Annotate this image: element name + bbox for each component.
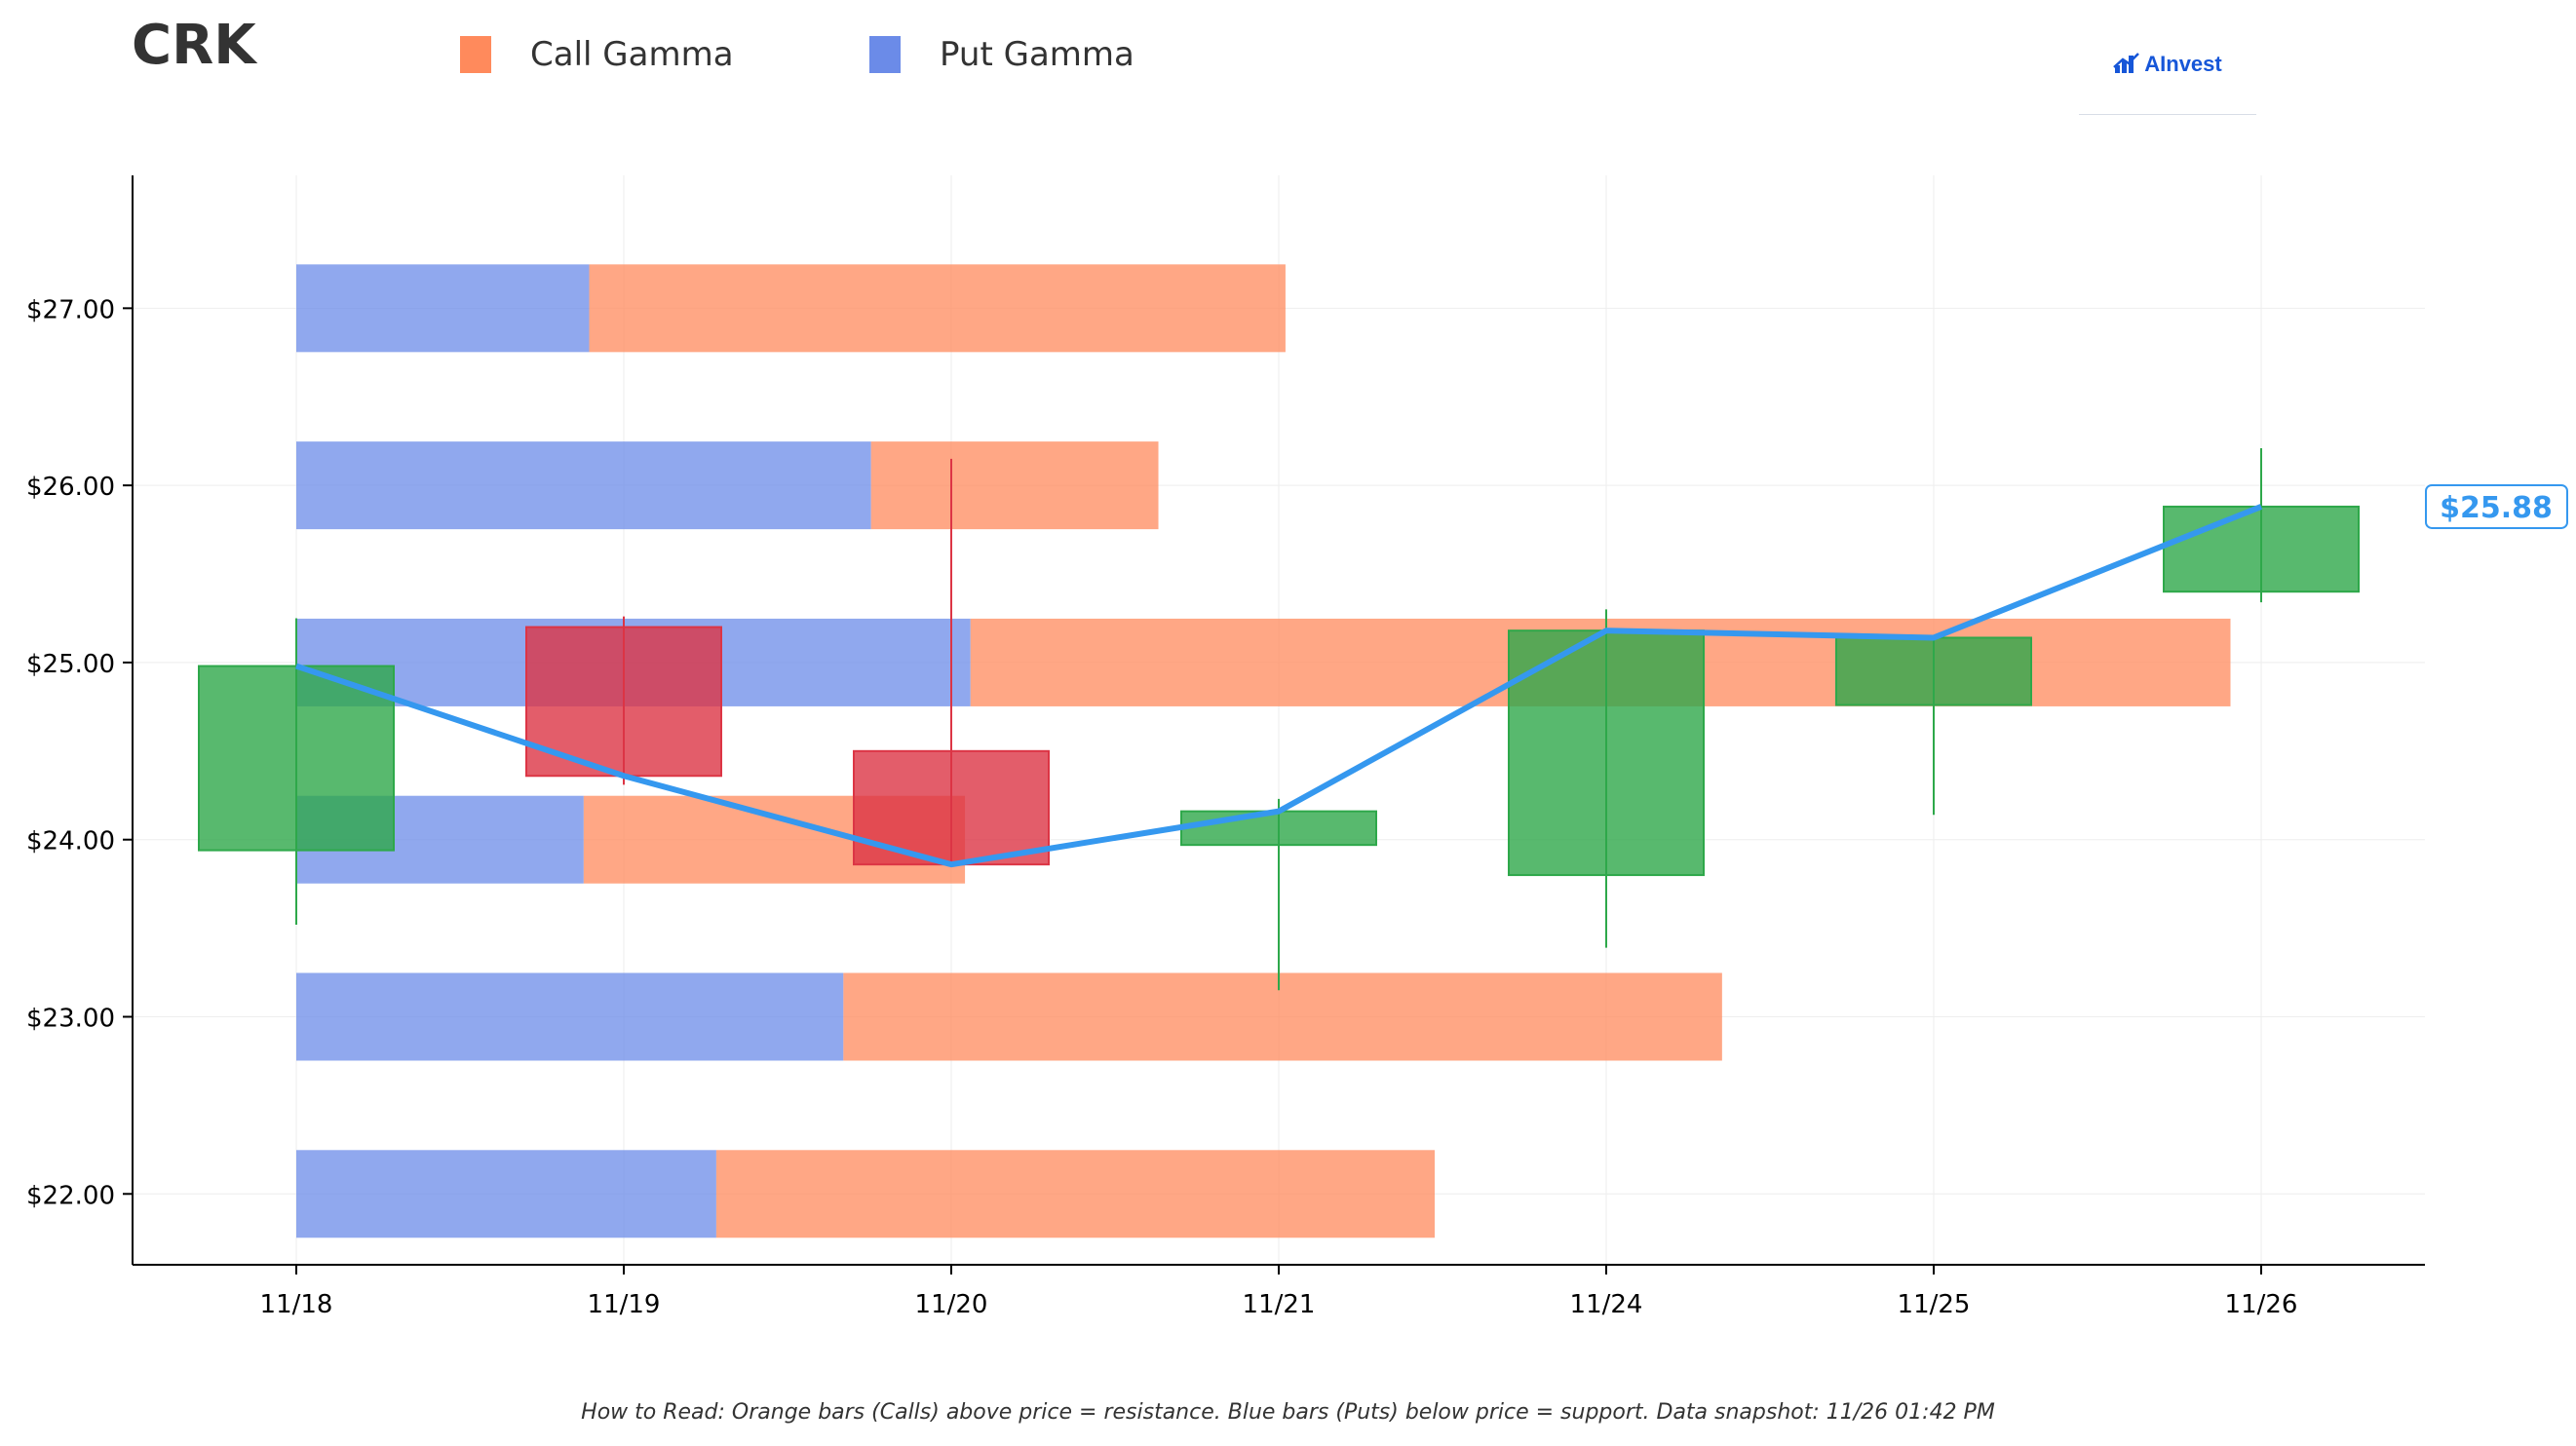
x-tick-label-1: 11/19: [588, 1290, 661, 1319]
y-tick-label-3: $25.00: [26, 650, 115, 679]
candle-body-4: [1508, 629, 1705, 877]
put-gamma-bar-26: [296, 441, 871, 530]
put-gamma-bar-22: [296, 1150, 716, 1238]
candle-body-5: [1835, 636, 2032, 706]
ainvest-logo[interactable]: AInvest: [2079, 44, 2256, 115]
candle-body-3: [1180, 810, 1377, 847]
legend-item-put-gamma: Put Gamma: [869, 35, 1134, 74]
legend-label-put: Put Gamma: [940, 35, 1134, 74]
legend-swatch-call: [460, 36, 491, 73]
call-gamma-bar-26: [870, 441, 1159, 530]
x-tick-label-5: 11/25: [1898, 1290, 1971, 1319]
call-gamma-bar-27: [589, 264, 1286, 353]
logo-bars-icon: [2113, 53, 2140, 73]
legend-item-call-gamma: Call Gamma: [460, 35, 734, 74]
legend-swatch-put: [869, 36, 901, 73]
candle-body-6: [2163, 505, 2360, 593]
y-tick-label-5: $27.00: [26, 295, 115, 324]
x-tick-label-2: 11/20: [915, 1290, 988, 1319]
x-tick-label-0: 11/18: [260, 1290, 333, 1319]
x-tick-label-3: 11/21: [1243, 1290, 1316, 1319]
last-price-label: $25.88: [2440, 491, 2553, 525]
x-tick-label-6: 11/26: [2225, 1290, 2298, 1319]
last-price-badge: [2425, 483, 2568, 529]
call-gamma-bar-22: [715, 1150, 1436, 1238]
close-price-line: [295, 504, 2263, 868]
x-tick-label-4: 11/24: [1570, 1290, 1643, 1319]
legend-label-call: Call Gamma: [530, 35, 734, 74]
y-tick-label-1: $23.00: [26, 1004, 115, 1033]
candle-body-0: [198, 665, 395, 852]
ticker-title: CRK: [132, 14, 256, 77]
y-tick-label-0: $22.00: [26, 1181, 115, 1210]
put-gamma-bar-23: [296, 972, 844, 1061]
y-tick-label-2: $24.00: [26, 827, 115, 856]
put-gamma-bar-27: [296, 264, 590, 353]
y-tick-label-4: $26.00: [26, 473, 115, 502]
footnote: How to Read: Orange bars (Calls) above p…: [581, 1400, 1995, 1425]
call-gamma-bar-23: [843, 972, 1722, 1061]
logo-text: AInvest: [2144, 52, 2222, 76]
